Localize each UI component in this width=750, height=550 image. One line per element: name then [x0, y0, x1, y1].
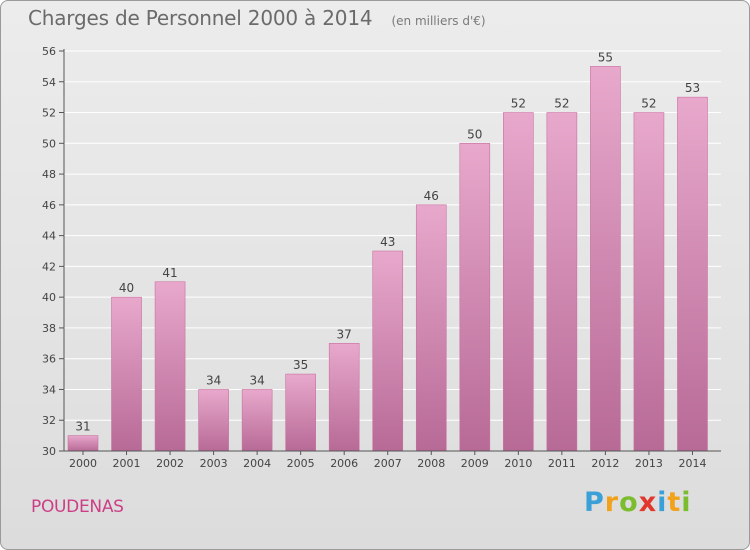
- bar-2003[interactable]: [198, 389, 229, 452]
- bar-2007[interactable]: [372, 250, 404, 452]
- logo-letter: i: [657, 487, 668, 518]
- data-label: 46: [424, 189, 439, 203]
- x-tick-label: 2013: [635, 457, 663, 470]
- y-tick-label: 46: [42, 199, 56, 212]
- y-tick-label: 40: [42, 291, 56, 304]
- x-tick-label: 2000: [69, 457, 97, 470]
- logo-letter: o: [619, 487, 639, 518]
- bar-2012[interactable]: [590, 66, 621, 452]
- y-tick-label: 34: [42, 383, 56, 396]
- bar-2008[interactable]: [415, 204, 447, 452]
- y-tick-label: 32: [42, 414, 56, 427]
- x-tick-label: 2001: [113, 457, 141, 470]
- bar-2002[interactable]: [154, 281, 186, 452]
- bar-2006[interactable]: [328, 343, 360, 452]
- x-tick-label: 2007: [374, 457, 402, 470]
- y-tick-label: 30: [42, 445, 56, 458]
- data-label: 34: [249, 373, 264, 387]
- bar-2009[interactable]: [459, 143, 491, 452]
- data-label: 34: [206, 373, 221, 387]
- x-tick-label: 2003: [200, 457, 228, 470]
- logo-letter: P: [584, 487, 605, 518]
- x-tick-label: 2004: [243, 457, 271, 470]
- y-tick-label: 50: [42, 137, 56, 150]
- y-tick-label: 54: [42, 76, 56, 89]
- bar-2004[interactable]: [241, 389, 273, 452]
- y-tick-label: 36: [42, 353, 56, 366]
- y-tick-label: 44: [42, 230, 56, 243]
- bar-2005[interactable]: [285, 373, 316, 452]
- data-label: 55: [598, 50, 613, 64]
- y-tick-label: 42: [42, 260, 56, 273]
- data-label: 40: [119, 281, 134, 295]
- bar-2013[interactable]: [633, 112, 665, 452]
- x-tick-label: 2002: [156, 457, 184, 470]
- bar-2014[interactable]: [677, 96, 708, 452]
- x-tick-label: 2011: [548, 457, 576, 470]
- logo-letter: r: [604, 487, 620, 518]
- bar-2011[interactable]: [546, 112, 578, 452]
- chart-title: Charges de Personnel 2000 à 2014: [28, 6, 373, 30]
- axis-layer: [59, 49, 721, 455]
- data-label: 31: [75, 420, 90, 434]
- data-label: 53: [685, 81, 700, 95]
- x-tick-label: 2006: [330, 457, 358, 470]
- data-label: 35: [293, 358, 308, 372]
- x-tick-label: 2009: [461, 457, 489, 470]
- label-layer: 30 32 34 36 38 40 42 44 46 48 50 52 54 56 31 2000 40 2001…: [42, 45, 706, 470]
- y-tick-label: 48: [42, 168, 56, 181]
- bar-layer: [67, 66, 708, 452]
- x-tick-label: 2012: [591, 457, 619, 470]
- bar-2000[interactable]: [67, 435, 99, 452]
- data-label: 50: [467, 127, 482, 141]
- data-label: 37: [337, 327, 352, 341]
- logo-letter: x: [638, 487, 658, 518]
- chart-subtitle: (en milliers d'€): [391, 14, 486, 28]
- town-name: POUDENAS: [31, 497, 124, 517]
- logo-letter: i: [681, 487, 692, 518]
- data-label: 41: [162, 266, 177, 280]
- data-label: 52: [511, 97, 526, 111]
- y-tick-label: 38: [42, 322, 56, 335]
- proxiti-logo[interactable]: Proxiti: [584, 487, 692, 518]
- x-tick-label: 2005: [287, 457, 315, 470]
- x-tick-label: 2014: [678, 457, 706, 470]
- x-tick-label: 2008: [417, 457, 445, 470]
- x-tick-label: 2010: [504, 457, 532, 470]
- title-block: Charges de Personnel 2000 à 2014 (en mil…: [28, 6, 486, 30]
- data-label: 52: [641, 97, 656, 111]
- y-tick-label: 52: [42, 107, 56, 120]
- data-label: 43: [380, 235, 395, 249]
- y-tick-label: 56: [42, 45, 56, 58]
- bar-2010[interactable]: [503, 112, 534, 452]
- data-label: 52: [554, 97, 569, 111]
- logo-letter: t: [667, 487, 682, 518]
- bar-2001[interactable]: [111, 296, 142, 452]
